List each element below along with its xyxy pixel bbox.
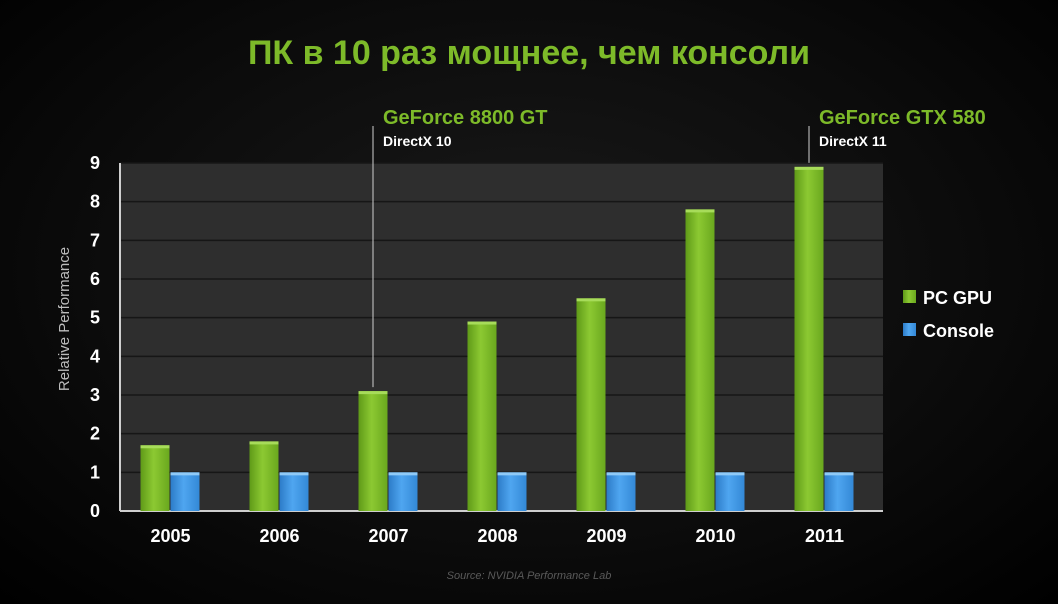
bar-pc-gpu-2008: [467, 321, 497, 511]
bar-top-console-2006: [279, 472, 309, 476]
bar-pc-gpu-2010: [685, 209, 715, 511]
bar-top-console-2010: [715, 472, 745, 476]
bar-top-pc-gpu-2007: [358, 391, 388, 395]
bar-top-pc-gpu-2006: [249, 441, 279, 445]
legend-swatch-pc-gpu: [903, 290, 916, 303]
x-tick-label: 2005: [150, 526, 190, 546]
annotation-directx: DirectX 11: [819, 133, 887, 149]
annotation-gpu-name: GeForce 8800 GT: [383, 107, 548, 129]
y-tick-label: 8: [90, 192, 100, 212]
x-tick-label: 2006: [259, 526, 299, 546]
legend-swatch-console: [903, 323, 916, 336]
y-tick-label: 4: [90, 346, 100, 366]
bar-console-2011: [824, 472, 854, 511]
y-tick-label: 3: [90, 385, 100, 405]
y-tick-label: 0: [90, 501, 100, 521]
bar-pc-gpu-2011: [794, 166, 824, 511]
bar-top-console-2009: [606, 472, 636, 476]
bar-pc-gpu-2006: [249, 441, 279, 511]
bar-top-pc-gpu-2005: [140, 445, 170, 449]
y-tick-label: 1: [90, 462, 100, 482]
source-note: Source: NVIDIA Performance Lab: [446, 570, 612, 582]
bar-top-pc-gpu-2011: [794, 166, 824, 170]
bar-console-2010: [715, 472, 745, 511]
bar-pc-gpu-2009: [576, 298, 606, 511]
y-tick-label: 6: [90, 269, 100, 289]
bar-console-2007: [388, 472, 418, 511]
legend-label-console: Console: [923, 321, 994, 341]
bar-console-2009: [606, 472, 636, 511]
annotation-directx: DirectX 10: [383, 133, 452, 149]
bar-top-console-2007: [388, 472, 418, 476]
annotation-gpu-name: GeForce GTX 580: [819, 107, 986, 129]
bar-console-2008: [497, 472, 527, 511]
x-tick-label: 2010: [695, 526, 735, 546]
bar-top-pc-gpu-2009: [576, 298, 606, 302]
chart-title: ПК в 10 раз мощнее, чем консоли: [247, 34, 811, 72]
y-axis-label: Relative Performance: [56, 247, 73, 391]
bar-console-2005: [170, 472, 200, 511]
bar-console-2006: [279, 472, 309, 511]
bar-top-console-2011: [824, 472, 854, 476]
bar-top-pc-gpu-2010: [685, 209, 715, 213]
x-tick-label: 2008: [477, 526, 517, 546]
x-tick-label: 2009: [586, 526, 626, 546]
y-tick-label: 2: [90, 424, 100, 444]
bar-top-pc-gpu-2008: [467, 321, 497, 325]
y-tick-label: 9: [90, 153, 100, 173]
legend-label-pc-gpu: PC GPU: [923, 288, 992, 308]
plot-area: [120, 163, 883, 511]
bar-pc-gpu-2005: [140, 445, 170, 511]
y-tick-label: 7: [90, 230, 100, 250]
y-tick-label: 5: [90, 308, 100, 328]
x-tick-label: 2007: [368, 526, 408, 546]
x-tick-label: 2011: [805, 526, 844, 546]
bar-pc-gpu-2007: [358, 391, 388, 511]
bar-top-console-2008: [497, 472, 527, 476]
bar-top-console-2005: [170, 472, 200, 476]
